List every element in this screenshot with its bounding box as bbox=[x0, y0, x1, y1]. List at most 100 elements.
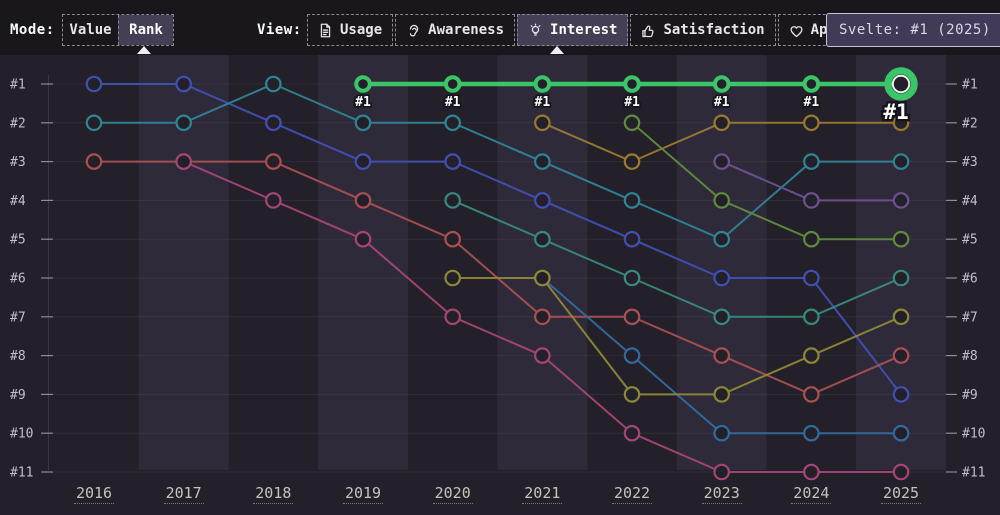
data-point-teal[interactable] bbox=[354, 114, 372, 132]
data-point-steel-blue[interactable] bbox=[623, 347, 641, 364]
data-point-green[interactable] bbox=[803, 230, 820, 248]
data-point-teal[interactable] bbox=[444, 114, 461, 132]
data-point-teal[interactable] bbox=[892, 153, 910, 170]
data-point-svelte[interactable] bbox=[354, 75, 372, 93]
data-point-rose[interactable] bbox=[444, 308, 461, 326]
data-point-indigo[interactable] bbox=[534, 192, 551, 209]
series-line-teal[interactable] bbox=[94, 83, 902, 241]
data-point-indigo[interactable] bbox=[265, 114, 282, 132]
data-point-rose[interactable] bbox=[623, 424, 641, 442]
data-point-green[interactable] bbox=[892, 230, 910, 248]
data-point-teal-2[interactable] bbox=[444, 192, 461, 209]
data-point-olive[interactable] bbox=[713, 386, 730, 403]
data-point-indigo[interactable] bbox=[444, 153, 461, 170]
data-point-red[interactable] bbox=[265, 153, 282, 170]
data-point-amber[interactable] bbox=[803, 114, 820, 132]
mode-toggle-group: Value Rank bbox=[62, 14, 174, 46]
data-point-purple[interactable] bbox=[713, 153, 730, 170]
data-point-amber[interactable] bbox=[534, 114, 551, 132]
data-point-teal[interactable] bbox=[713, 230, 730, 248]
data-point-indigo[interactable] bbox=[175, 75, 192, 93]
data-point-amber[interactable] bbox=[623, 153, 641, 170]
view-tab-awareness[interactable]: Awareness bbox=[395, 14, 516, 46]
data-point-steel-blue[interactable] bbox=[713, 424, 730, 442]
data-point-rose[interactable] bbox=[265, 192, 282, 209]
x-axis-label-2023[interactable]: 2023 bbox=[701, 484, 742, 504]
view-tab-label: Awareness bbox=[428, 22, 505, 38]
data-point-olive[interactable] bbox=[534, 269, 551, 287]
data-point-teal[interactable] bbox=[175, 114, 192, 132]
view-tab-usage[interactable]: Usage bbox=[307, 14, 394, 46]
data-point-green[interactable] bbox=[713, 192, 730, 209]
x-axis-label-2025[interactable]: 2025 bbox=[880, 484, 922, 504]
data-point-olive[interactable] bbox=[444, 269, 461, 287]
view-tab-interest[interactable]: Interest bbox=[517, 14, 629, 46]
data-point-red[interactable] bbox=[85, 153, 103, 170]
data-point-svelte[interactable] bbox=[533, 75, 552, 93]
y-axis-label-left: #7 bbox=[10, 310, 26, 325]
data-point-rose[interactable] bbox=[354, 230, 372, 248]
data-point-teal[interactable] bbox=[85, 114, 103, 132]
data-point-indigo[interactable] bbox=[713, 269, 730, 287]
data-point-rose[interactable] bbox=[892, 463, 910, 481]
x-axis-label-2021[interactable]: 2021 bbox=[522, 484, 563, 504]
rank-point-label: #1 bbox=[624, 95, 640, 110]
data-point-rose[interactable] bbox=[534, 347, 551, 364]
data-point-svelte[interactable] bbox=[623, 75, 641, 93]
data-point-red[interactable] bbox=[623, 308, 641, 326]
x-axis-label-2022[interactable]: 2022 bbox=[611, 484, 653, 504]
x-axis-label-2016[interactable]: 2016 bbox=[73, 484, 115, 504]
data-point-red[interactable] bbox=[534, 308, 551, 326]
view-tab-satisfaction[interactable]: Satisfaction bbox=[630, 14, 776, 46]
data-point-indigo[interactable] bbox=[354, 153, 372, 170]
series-line-teal-2[interactable] bbox=[452, 199, 902, 318]
data-point-teal[interactable] bbox=[265, 75, 282, 93]
series-line-olive[interactable] bbox=[452, 277, 902, 396]
data-point-teal-2[interactable] bbox=[713, 308, 730, 326]
data-point-teal-2[interactable] bbox=[803, 308, 820, 326]
data-point-teal[interactable] bbox=[803, 153, 820, 170]
x-axis-label-2019[interactable]: 2019 bbox=[342, 484, 384, 504]
data-point-end-svelte[interactable] bbox=[884, 67, 918, 101]
data-point-svelte[interactable] bbox=[443, 75, 462, 93]
series-line-green[interactable] bbox=[631, 122, 902, 241]
y-axis-label-right: #10 bbox=[962, 427, 985, 442]
x-axis-label-2020[interactable]: 2020 bbox=[432, 484, 473, 504]
data-point-teal[interactable] bbox=[534, 153, 551, 170]
data-point-red[interactable] bbox=[892, 347, 910, 364]
data-point-purple[interactable] bbox=[803, 192, 820, 209]
data-point-indigo[interactable] bbox=[85, 75, 103, 93]
x-axis-label-2018[interactable]: 2018 bbox=[253, 484, 294, 504]
data-point-rose[interactable] bbox=[713, 463, 730, 481]
data-point-red[interactable] bbox=[713, 347, 730, 364]
rank-point-label: #1 bbox=[804, 95, 820, 110]
data-point-rose[interactable] bbox=[803, 463, 820, 481]
data-point-olive[interactable] bbox=[623, 386, 641, 403]
data-point-svelte[interactable] bbox=[712, 75, 731, 93]
data-point-purple[interactable] bbox=[892, 192, 910, 209]
x-axis-label-2024[interactable]: 2024 bbox=[791, 484, 832, 504]
data-point-amber[interactable] bbox=[892, 114, 910, 132]
data-point-indigo[interactable] bbox=[803, 269, 820, 287]
data-point-steel-blue[interactable] bbox=[892, 424, 910, 442]
data-point-teal[interactable] bbox=[623, 192, 641, 209]
data-point-rose[interactable] bbox=[175, 153, 192, 170]
x-axis-label-2017[interactable]: 2017 bbox=[163, 484, 204, 504]
data-point-red[interactable] bbox=[444, 230, 461, 248]
data-point-indigo[interactable] bbox=[623, 230, 641, 248]
data-point-amber[interactable] bbox=[713, 114, 730, 132]
data-point-teal-2[interactable] bbox=[892, 269, 910, 287]
data-point-teal-2[interactable] bbox=[534, 230, 551, 248]
rank-point-label: #1 bbox=[535, 95, 551, 110]
data-point-red[interactable] bbox=[354, 192, 372, 209]
mode-button-value[interactable]: Value bbox=[63, 15, 118, 45]
data-point-red[interactable] bbox=[803, 386, 820, 403]
data-point-svelte[interactable] bbox=[802, 75, 821, 93]
data-point-indigo[interactable] bbox=[892, 386, 910, 403]
data-point-green[interactable] bbox=[623, 114, 641, 132]
data-point-teal-2[interactable] bbox=[623, 269, 641, 287]
data-point-olive[interactable] bbox=[892, 308, 910, 326]
data-point-steel-blue[interactable] bbox=[803, 424, 820, 442]
data-point-olive[interactable] bbox=[803, 347, 820, 364]
mode-button-rank[interactable]: Rank bbox=[118, 15, 173, 45]
